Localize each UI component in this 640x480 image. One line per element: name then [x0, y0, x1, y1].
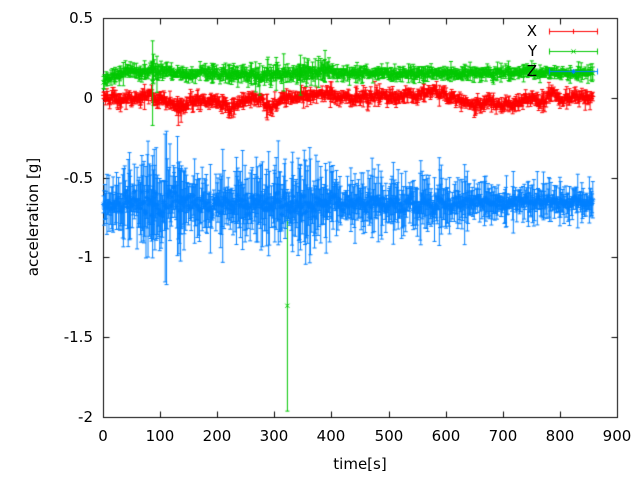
x-tick-label: 300	[259, 427, 289, 445]
y-tick-label: 0	[83, 89, 93, 107]
y-tick-label: -1.5	[63, 328, 93, 346]
x-tick-label: 600	[431, 427, 461, 445]
x-tick-label: 700	[488, 427, 518, 445]
y-tick-label: 0.5	[69, 9, 93, 27]
legend-label-x: X	[526, 22, 537, 40]
y-tick-label: -0.5	[63, 169, 93, 187]
x-axis-title: time[s]	[333, 455, 387, 473]
y-tick-label: -1	[78, 248, 93, 266]
x-tick-label: 0	[98, 427, 108, 445]
x-tick-label: 100	[145, 427, 175, 445]
y-tick-label: -2	[78, 408, 93, 426]
x-tick-label: 900	[602, 427, 632, 445]
legend-label-z: Z	[526, 62, 537, 80]
x-tick-label: 200	[202, 427, 232, 445]
legend-label-y: Y	[527, 42, 537, 60]
x-tick-label: 500	[374, 427, 404, 445]
x-tick-label: 400	[316, 427, 346, 445]
x-tick-label: 800	[545, 427, 575, 445]
